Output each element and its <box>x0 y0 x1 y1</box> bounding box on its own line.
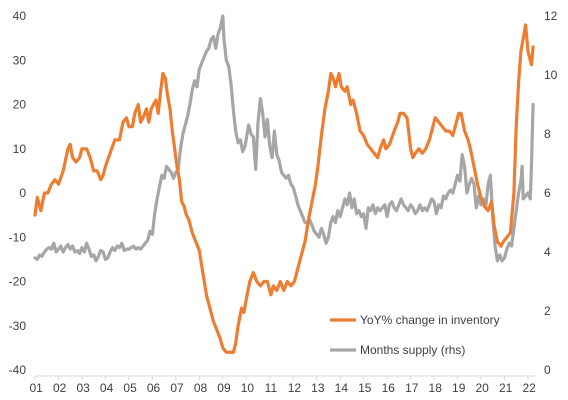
y-right-tick-label: 2 <box>544 304 551 318</box>
x-tick-label: 22 <box>522 381 536 395</box>
x-tick-label: 03 <box>76 381 90 395</box>
x-tick-label: 16 <box>382 381 396 395</box>
y-left-tick-label: -20 <box>9 275 27 289</box>
x-tick-label: 04 <box>100 381 114 395</box>
x-tick-label: 08 <box>194 381 208 395</box>
x-tick-label: 13 <box>311 381 325 395</box>
x-tick-label: 01 <box>29 381 43 395</box>
x-tick-label: 06 <box>147 381 161 395</box>
x-tick-label: 05 <box>123 381 137 395</box>
y-left-tick-label: 40 <box>13 9 27 23</box>
x-tick-label: 19 <box>452 381 466 395</box>
series-layer <box>33 14 535 354</box>
legend-label-inventory: YoY% change in inventory <box>360 313 500 327</box>
y-right-tick-label: 8 <box>544 127 551 141</box>
y-right-tick-label: 0 <box>544 363 551 377</box>
x-tick-label: 14 <box>335 381 349 395</box>
x-tick-label: 02 <box>53 381 67 395</box>
y-left-tick-label: -40 <box>9 363 27 377</box>
series-line-months-supply <box>33 14 535 263</box>
x-tick-label: 10 <box>241 381 255 395</box>
y-right-tick-label: 6 <box>544 186 551 200</box>
y-left-tick-label: -10 <box>9 230 27 244</box>
y-left-tick-label: 10 <box>13 142 27 156</box>
x-tick-label: 09 <box>217 381 231 395</box>
series-line-inventory <box>33 23 535 354</box>
x-tick-label: 15 <box>358 381 372 395</box>
x-tick-label: 21 <box>499 381 513 395</box>
y-left-tick-label: 0 <box>19 186 26 200</box>
y-right-tick-label: 10 <box>544 68 558 82</box>
x-tick-label: 17 <box>405 381 419 395</box>
y-left-tick-label: -30 <box>9 319 27 333</box>
y-left-tick-label: 30 <box>13 53 27 67</box>
y-right-tick-label: 4 <box>544 245 551 259</box>
y-right-tick-label: 12 <box>544 9 558 23</box>
x-tick-label: 12 <box>288 381 302 395</box>
x-tick-label: 20 <box>476 381 490 395</box>
x-tick-label: 11 <box>265 381 278 395</box>
x-tick-label: 07 <box>170 381 184 395</box>
y-left-tick-label: 20 <box>13 98 27 112</box>
x-tick-label: 18 <box>429 381 443 395</box>
legend-label-months-supply: Months supply (rhs) <box>360 343 465 357</box>
legend: YoY% change in inventory Months supply (… <box>330 313 500 357</box>
